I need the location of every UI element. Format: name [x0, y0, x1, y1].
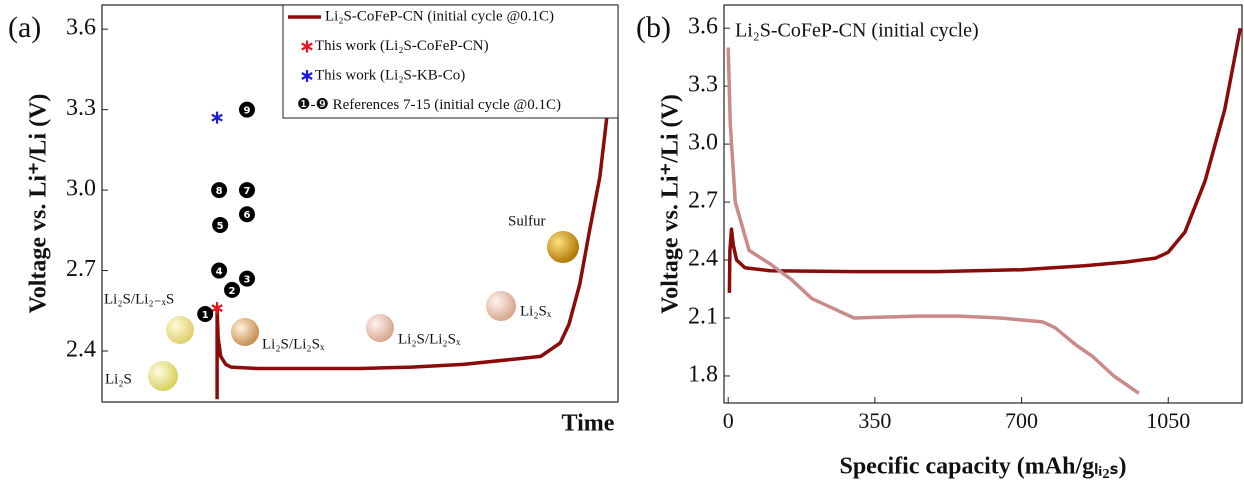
- point-label: 4: [216, 267, 223, 278]
- y-tick-label: 2.7: [688, 188, 718, 214]
- annotation: Li₂S/Li₂₋ₓS: [104, 291, 174, 307]
- star-marker: [211, 302, 223, 315]
- x-tick-label: 1050: [1146, 408, 1190, 433]
- sphere-icon: [166, 316, 194, 344]
- y-tick-label: 3.3: [66, 95, 96, 121]
- y-tick-label: 3.3: [688, 72, 718, 98]
- annotation: Li₂S/Li₂Sₓ: [398, 331, 461, 347]
- sphere-icon: [231, 318, 259, 346]
- annotation: Li₂S/Li₂Sₓ: [262, 336, 325, 352]
- reference-marker: [211, 262, 228, 279]
- y-tick-label: 3.6: [688, 14, 718, 40]
- legend-label: Li₂S-CoFeP-CN (initial cycle @0.1C): [325, 8, 554, 24]
- legend-marker: [301, 70, 313, 82]
- x-tick-label: 350: [858, 408, 891, 433]
- panel-label: (b): [636, 11, 671, 44]
- star-marker: [211, 111, 223, 124]
- legend-box: [282, 4, 619, 119]
- reference-marker: [197, 306, 214, 323]
- panel-label: (a): [8, 11, 41, 44]
- annotation: Li₂S: [105, 371, 132, 387]
- data-line: [727, 27, 1243, 293]
- y-tick-label: 2.7: [66, 256, 96, 282]
- x-axis-label: Specific capacity (mAh/gₗᵢ₂ₛ): [839, 454, 1126, 480]
- plot-frame: [723, 4, 1243, 404]
- legend-label: This work (Li₂S-KB-Co): [315, 67, 465, 83]
- legend-label: ❶-❾ References 7-15 (initial cycle @0.1C…: [297, 97, 561, 113]
- point-label: 1: [202, 310, 209, 321]
- sphere-icon: [366, 314, 394, 342]
- x-tick-label: 0: [723, 408, 734, 433]
- point-label: 3: [244, 275, 251, 286]
- x-axis-label: Time: [562, 411, 615, 437]
- reference-marker: [238, 101, 255, 118]
- annotation: Li₂Sₓ: [520, 303, 552, 319]
- point-label: 7: [244, 186, 251, 197]
- y-axis-label: Voltage vs. Li⁺/Li (V): [26, 94, 52, 314]
- point-label: 6: [244, 210, 251, 221]
- y-tick-label: 1.8: [688, 361, 718, 387]
- point-label: 5: [217, 221, 224, 232]
- chart-title: Li₂S-CoFeP-CN (initial cycle): [735, 20, 979, 42]
- y-tick-label: 2.1: [688, 303, 718, 329]
- sphere-icon: [547, 231, 579, 263]
- reference-marker: [212, 216, 229, 233]
- reference-marker: [211, 182, 228, 199]
- data-line: [726, 47, 1140, 395]
- point-label: 8: [216, 186, 223, 197]
- reference-marker: [238, 182, 255, 199]
- y-tick-label: 2.4: [66, 337, 96, 363]
- reference-marker: [238, 206, 255, 223]
- reference-marker: [238, 270, 255, 287]
- legend-label: This work (Li₂S-CoFeP-CN): [315, 38, 489, 54]
- data-line: [215, 28, 618, 400]
- legend-marker: [301, 40, 313, 53]
- sphere-icon: [486, 291, 516, 321]
- y-tick-label: 2.4: [688, 246, 718, 272]
- x-tick-label: 700: [1005, 408, 1038, 433]
- annotation: Sulfur: [508, 213, 546, 229]
- y-tick-label: 3.0: [688, 130, 718, 156]
- y-tick-label: 3.6: [66, 15, 96, 41]
- reference-marker: [224, 281, 241, 298]
- sphere-icon: [148, 361, 178, 391]
- point-label: 2: [229, 286, 236, 297]
- y-axis-label: Voltage vs. Li⁺/Li (V): [658, 94, 684, 314]
- point-label: 9: [244, 106, 251, 117]
- y-tick-label: 3.0: [66, 176, 96, 202]
